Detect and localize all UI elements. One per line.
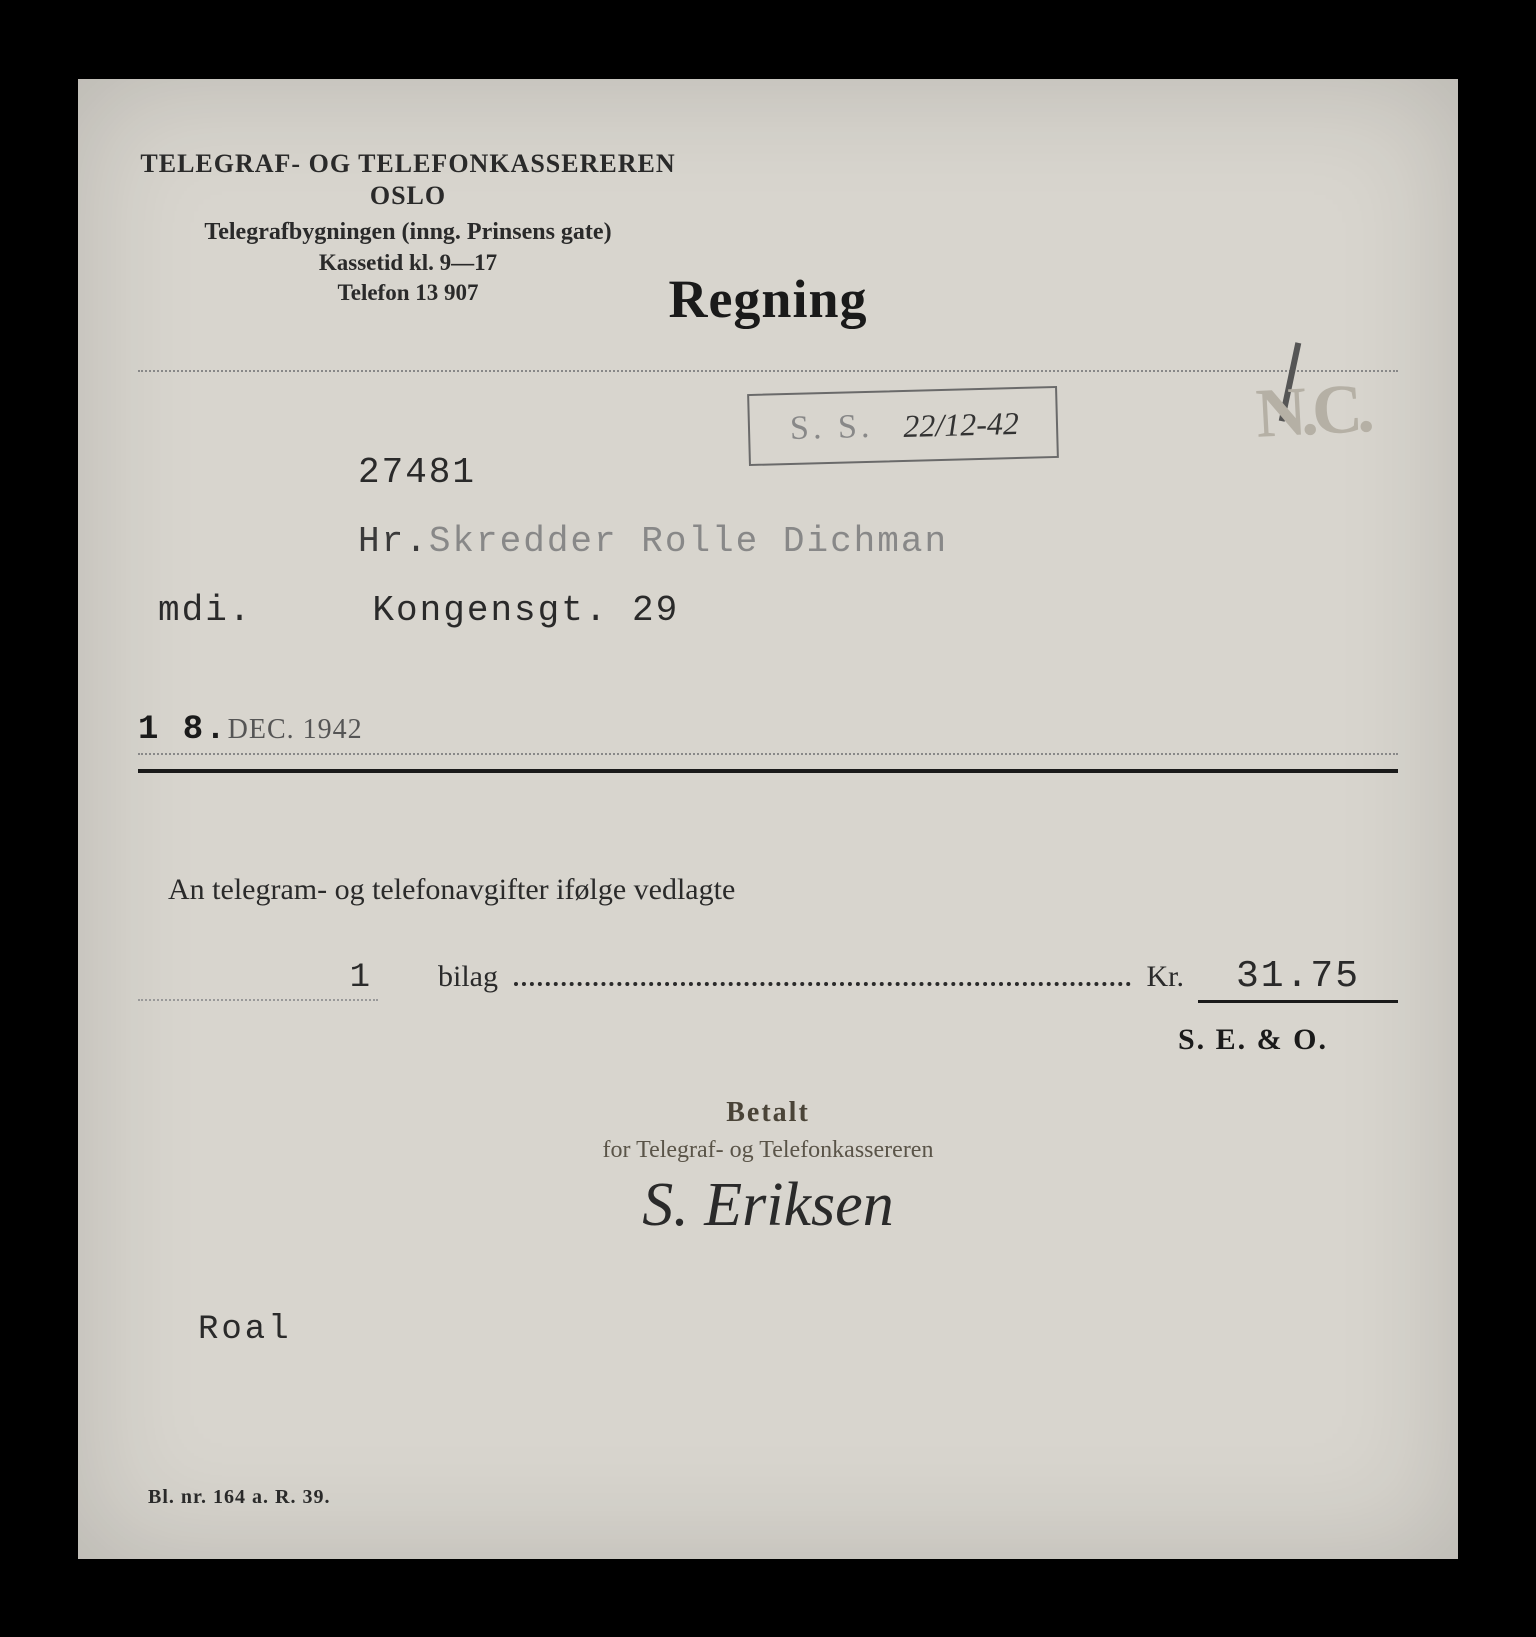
cashier-signature: S. Eriksen xyxy=(138,1170,1398,1241)
recipient-code: mdi. xyxy=(158,590,252,631)
divider-rule xyxy=(138,769,1398,773)
recipient-street: Kongensgt. 29 xyxy=(372,590,679,631)
leader-dots xyxy=(514,982,1131,986)
attachment-count: 1 xyxy=(138,959,378,1001)
org-address: Telegrafbygningen (inng. Prinsens gate) xyxy=(128,219,688,246)
total-amount: 31.75 xyxy=(1198,955,1398,1003)
stamp-date: 22/12-42 xyxy=(903,404,1019,444)
org-city: OSLO xyxy=(128,181,688,211)
recipient-prefix: Hr. xyxy=(358,521,429,562)
form-number: Bl. nr. 164 a. R. 39. xyxy=(148,1486,331,1509)
recipient-name: Skredder Rolle Dichman xyxy=(429,521,948,562)
issue-day: 1 8. xyxy=(138,711,228,749)
paid-for-line: for Telegraf- og Telefonkassereren xyxy=(138,1137,1398,1164)
paid-label: Betalt xyxy=(138,1097,1398,1129)
recipient-address-row: mdi. Kongensgt. 29 xyxy=(138,590,1398,631)
clerk-initials: Roal xyxy=(198,1311,292,1349)
issue-date-row: 1 8.DEC. 1942 xyxy=(138,711,1398,755)
currency-label: Kr. xyxy=(1147,960,1185,994)
recipient-name-line: Hr.Skredder Rolle Dichman xyxy=(358,521,1398,562)
corner-mark: N.C. xyxy=(1254,369,1370,455)
org-name: TELEGRAF- OG TELEFONKASSEREREN xyxy=(128,149,688,179)
charge-description: An telegram- og telefonavgifter ifølge v… xyxy=(168,873,1398,907)
errors-omissions-note: S. E. & O. xyxy=(138,1023,1398,1057)
attachment-amount-row: 1 bilag Kr. 31.75 xyxy=(138,955,1398,1003)
attachment-label: bilag xyxy=(438,960,498,994)
paid-stamp-block: Betalt for Telegraf- og Telefonkasserere… xyxy=(138,1097,1398,1241)
receipt-date-stamp: S. S. 22/12-42 xyxy=(747,385,1059,465)
issue-month-year: DEC. 1942 xyxy=(228,714,363,745)
recipient-block: S. S. 22/12-42 N.C. 27481 Hr.Skredder Ro… xyxy=(138,370,1398,773)
document-title: Regning xyxy=(138,268,1398,330)
invoice-paper: TELEGRAF- OG TELEFONKASSEREREN OSLO Tele… xyxy=(78,79,1458,1559)
stamp-prefix: S. S. xyxy=(790,407,874,447)
